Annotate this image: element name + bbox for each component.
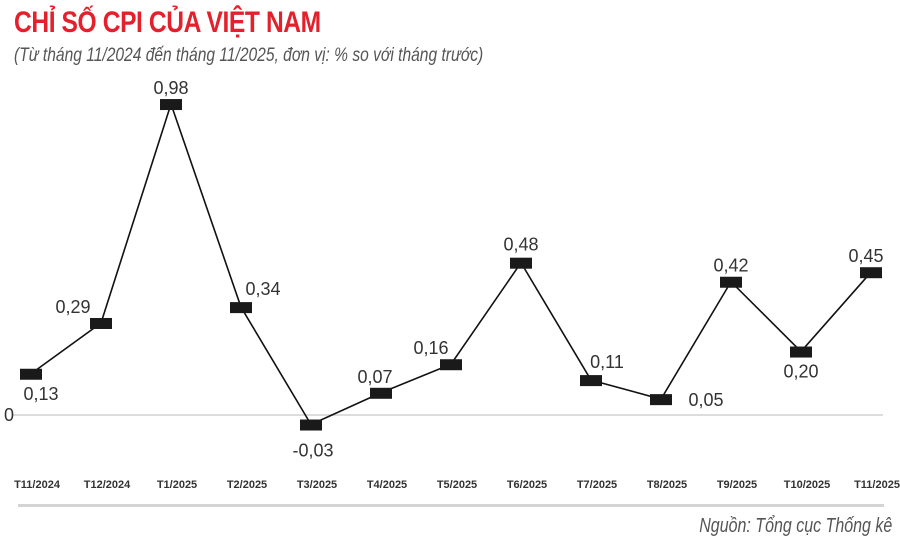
x-tick-label: T5/2025 — [437, 479, 477, 491]
data-label: 0,29 — [55, 297, 90, 317]
data-point-marker — [230, 302, 252, 314]
data-label: 0,16 — [413, 338, 448, 358]
chart-title: CHỈ SỐ CPI CỦA VIỆT NAM — [14, 6, 321, 39]
data-label: 0,34 — [245, 279, 280, 299]
data-label: 0,07 — [357, 367, 392, 387]
x-tick-label: T11/2024 — [14, 479, 61, 491]
data-point-marker — [440, 359, 462, 371]
data-label: 0,98 — [153, 78, 188, 98]
data-label: 0,42 — [713, 256, 748, 276]
data-point-marker — [160, 99, 182, 111]
data-point-marker — [650, 394, 672, 406]
data-label: 0,45 — [848, 246, 883, 266]
chart-subtitle: (Từ tháng 11/2024 đến tháng 11/2025, đơn… — [14, 45, 484, 66]
data-label: 0,20 — [783, 362, 818, 382]
x-tick-label: T7/2025 — [577, 479, 617, 491]
data-point-marker — [580, 375, 602, 387]
y-zero-label: 0 — [4, 405, 14, 425]
x-tick-label: T11/2025 — [854, 479, 900, 491]
footer-divider — [18, 504, 884, 507]
data-label: 0,11 — [590, 352, 624, 372]
data-point-marker — [720, 276, 742, 288]
data-point-marker — [790, 346, 812, 358]
x-tick-label: T10/2025 — [784, 479, 830, 491]
data-point-marker — [370, 387, 392, 399]
x-tick-label: T6/2025 — [507, 479, 547, 491]
data-point-marker — [300, 419, 322, 431]
x-tick-label: T2/2025 — [227, 479, 267, 491]
x-tick-label: T4/2025 — [367, 479, 407, 491]
data-label: 0,48 — [503, 235, 538, 255]
x-tick-label: T8/2025 — [647, 479, 687, 491]
data-point-marker — [860, 267, 882, 279]
x-tick-label: T12/2024 — [84, 479, 131, 491]
data-label: 0,05 — [688, 390, 723, 410]
data-point-marker — [510, 257, 532, 269]
source-note: Nguồn: Tổng cục Thống kê — [698, 515, 892, 537]
data-label: -0,03 — [292, 441, 333, 461]
data-point-marker — [90, 317, 112, 329]
x-tick-label: T3/2025 — [297, 479, 337, 491]
x-tick-label: T9/2025 — [717, 479, 757, 491]
data-point-marker — [20, 368, 42, 380]
data-label: 0,13 — [23, 384, 58, 404]
x-tick-label: T1/2025 — [157, 479, 197, 491]
